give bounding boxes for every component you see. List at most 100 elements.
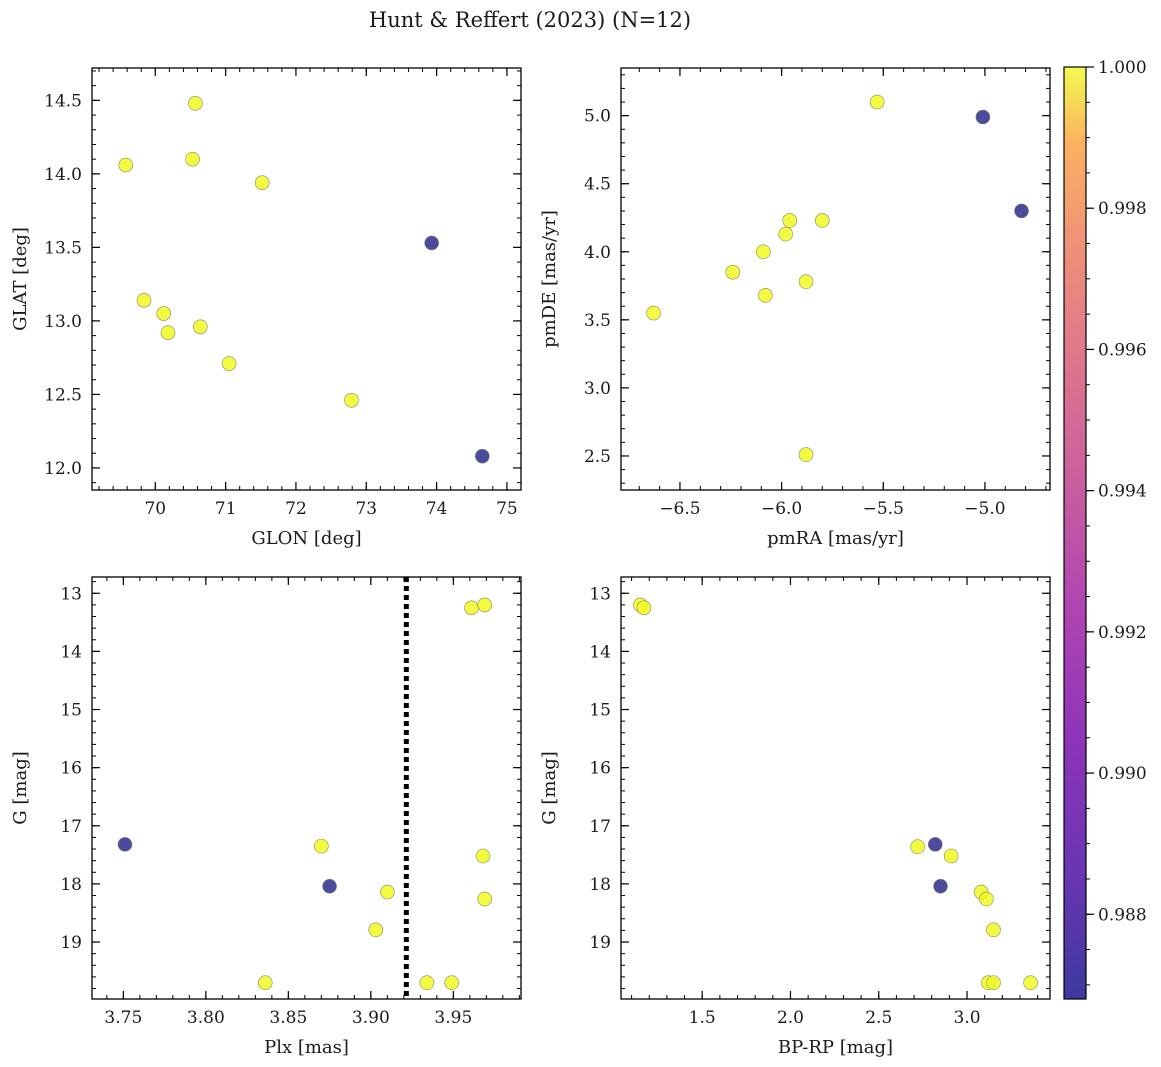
- y-tick-label: 17: [60, 817, 82, 837]
- scatter-point: [344, 393, 359, 408]
- scatter-point: [725, 264, 741, 280]
- scatter-point: [475, 448, 490, 464]
- scatter-point: [464, 600, 479, 616]
- x-tick-label: −5.0: [964, 499, 1005, 519]
- scatter-point: [221, 356, 237, 371]
- colorbar-frame: [1063, 66, 1087, 1000]
- scatter-point: [156, 306, 172, 321]
- y-tick-label: 15: [60, 701, 82, 721]
- y-axis-label: G [mag]: [539, 751, 560, 824]
- axes-frame: [91, 576, 522, 1000]
- y-tick-label: 17: [589, 817, 611, 837]
- colorbar-tick-label: 0.988: [1098, 905, 1147, 925]
- y-tick-label: 12.0: [44, 459, 82, 479]
- scatter-point: [1023, 975, 1038, 991]
- y-tick-label: 15: [589, 701, 611, 721]
- y-tick-label: 18: [589, 875, 611, 895]
- x-tick-label: 71: [215, 499, 237, 519]
- y-tick-label: 12.5: [44, 385, 82, 405]
- scatter-point: [927, 837, 943, 852]
- y-tick-label: 2.5: [584, 447, 611, 467]
- scatter-point: [475, 848, 491, 864]
- panel-bprp-g: 1.5 2.0 2.5 3.0 13 14 15 16 17 18 19 BP-RP [mag] G […: [539, 576, 1051, 1058]
- figure-title: Hunt & Reffert (2023) (N=12): [369, 8, 691, 32]
- y-tick-label: 13.5: [44, 238, 82, 258]
- x-tick-label: 3.90: [352, 1008, 390, 1028]
- scatter-point: [636, 600, 652, 616]
- scatter-point: [814, 213, 830, 228]
- x-axis-label: BP-RP [mag]: [778, 1037, 893, 1058]
- colorbar-tick-label: 0.994: [1098, 482, 1147, 502]
- scatter-point: [160, 325, 176, 340]
- scatter-point: [910, 839, 925, 855]
- x-tick-label: 73: [355, 499, 377, 519]
- y-tick-label: 14.0: [44, 165, 82, 185]
- scatter-point: [136, 293, 152, 308]
- y-tick-label: 3.0: [584, 379, 611, 399]
- x-tick-label: 3.85: [269, 1008, 307, 1028]
- scatter-point: [758, 288, 773, 303]
- scatter-point: [778, 226, 793, 242]
- scatter-point: [477, 891, 493, 907]
- scatter-point: [986, 975, 1001, 991]
- x-tick-label: 3.0: [954, 1008, 981, 1028]
- y-axis-label: pmDE [mas/yr]: [539, 210, 560, 348]
- y-tick-label: 5.0: [584, 107, 611, 127]
- scatter-point: [986, 922, 1001, 938]
- scatter-point: [975, 109, 991, 125]
- scatter-point: [424, 235, 439, 251]
- scatter-point: [782, 213, 798, 228]
- scatter-point: [193, 319, 208, 335]
- colorbar-tick-label: 0.992: [1098, 623, 1147, 643]
- x-tick-label: −6.5: [659, 499, 700, 519]
- y-tick-label: 16: [60, 759, 82, 779]
- y-tick-label: 4.5: [584, 175, 611, 195]
- panel-plx-g: 3.75 3.80 3.85 3.90 3.95 13 14 15 16 17 18 19 Plx [m…: [10, 576, 522, 1058]
- y-tick-label: 4.0: [584, 243, 611, 263]
- x-tick-label: 74: [426, 499, 448, 519]
- y-tick-label: 14: [589, 642, 611, 662]
- x-tick-label: 2.0: [777, 1008, 804, 1028]
- y-tick-label: 13: [60, 584, 82, 604]
- scatter-point: [254, 175, 270, 190]
- axes-frame: [620, 67, 1051, 491]
- x-tick-label: 3.95: [434, 1008, 472, 1028]
- scatter-point: [646, 305, 661, 321]
- x-axis-label: Plx [mas]: [264, 1037, 349, 1058]
- scatter-point: [1014, 203, 1029, 219]
- scatter-point: [869, 94, 885, 110]
- scatter-point: [188, 95, 203, 111]
- panel-pmra-pmde: −6.5 −6.0 −5.5 −5.0 2.5 3.0 3.5 4.0 4.5 5.0 pmRA […: [539, 67, 1051, 549]
- y-tick-label: 19: [60, 933, 82, 953]
- scatter-point: [257, 975, 273, 991]
- y-tick-label: 14.5: [44, 91, 82, 111]
- scatter-point: [444, 975, 460, 991]
- scatter-point: [943, 848, 959, 864]
- y-tick-label: 14: [60, 642, 82, 662]
- x-tick-label: 3.75: [104, 1008, 142, 1028]
- x-tick-label: 70: [144, 499, 166, 519]
- x-tick-label: 3.80: [187, 1008, 225, 1028]
- colorbar-tick-label: 0.998: [1098, 199, 1147, 219]
- y-tick-label: 3.5: [584, 311, 611, 331]
- scatter-point: [419, 975, 435, 991]
- y-tick-label: 16: [589, 759, 611, 779]
- scatter-point: [477, 597, 493, 613]
- y-tick-label: 13: [589, 584, 611, 604]
- scatter-point: [118, 157, 134, 173]
- x-tick-label: 1.5: [689, 1008, 716, 1028]
- scatter-point: [798, 274, 814, 290]
- x-tick-label: −6.0: [761, 499, 802, 519]
- scatter-point: [322, 878, 337, 894]
- scatter-point: [933, 878, 948, 894]
- scatter-point: [979, 891, 994, 907]
- colorbar-tick-label: 0.996: [1098, 340, 1147, 360]
- x-tick-label: −5.5: [863, 499, 904, 519]
- colorbar-gradient: [1064, 67, 1086, 999]
- y-axis-label: G [mag]: [10, 751, 31, 824]
- y-tick-label: 13.0: [44, 312, 82, 332]
- colorbar-tick-label: 1.000: [1098, 58, 1147, 78]
- x-tick-label: 75: [496, 499, 518, 519]
- colorbar-tick-label: 0.990: [1098, 764, 1147, 784]
